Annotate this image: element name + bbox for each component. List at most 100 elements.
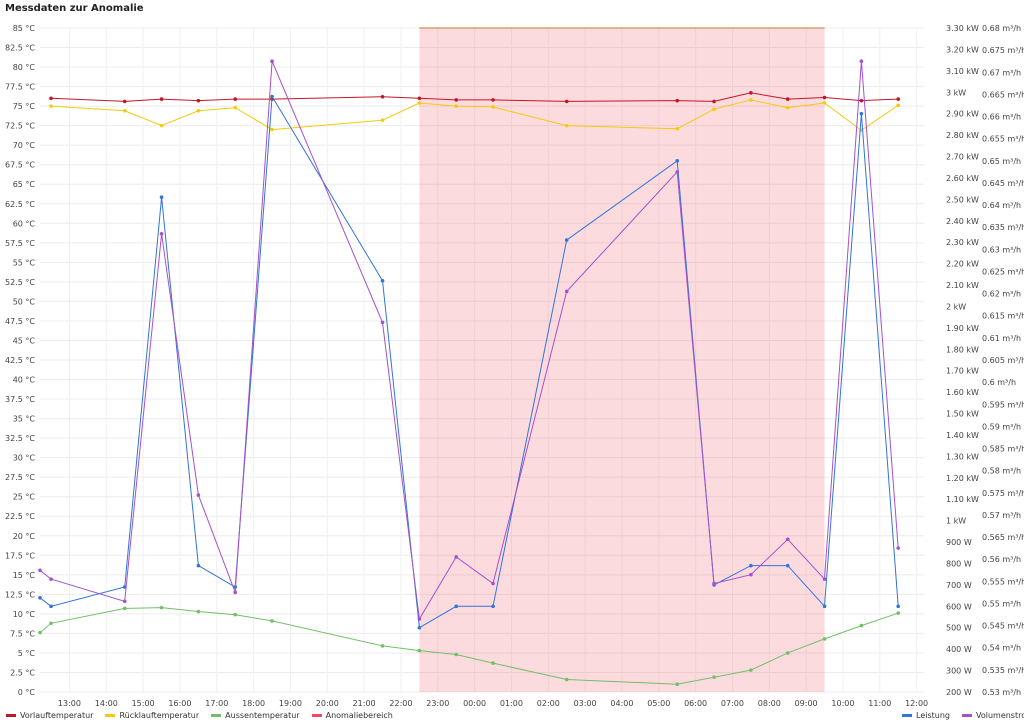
data-point [491,604,495,609]
y-right-power-tick-label: 200 W [946,688,972,697]
y-left-tick-label: 82.5 °C [5,44,35,53]
data-point [712,99,716,104]
legend-label: Leistung [916,711,950,720]
data-point [159,232,164,236]
y-left-tick-label: 7.5 °C [10,629,35,638]
legend-swatch [902,714,912,717]
data-point [417,101,422,105]
data-point [417,648,422,653]
y-right-power-tick-label: 1.80 kW [946,345,979,354]
data-point [564,238,569,242]
y-right-power-tick-label: 700 W [946,581,972,590]
data-point [233,97,238,101]
data-point [49,104,53,108]
data-point [49,96,53,101]
legend-item[interactable]: Rücklauftemperatur [105,711,199,720]
y-right-flow-tick-label: 0.57 m³/h [982,511,1021,520]
y-left-tick-label: 70 °C [13,141,36,150]
x-axis: 13:00 14:00 15:00 16:00 17:00 18:00 19:00 20:00… [58,699,928,708]
y-left-tick-label: 15 °C [13,571,36,580]
legend-label: Aussentemperatur [225,711,300,720]
series-line [51,99,899,131]
data-point [822,604,827,609]
legend-label: Rücklauftemperatur [119,711,200,720]
y-right-flow-tick-label: 0.605 m³/h [982,356,1024,365]
data-point [196,609,201,614]
data-point [270,619,274,623]
y-right-flow-tick-label: 0.565 m³/h [982,533,1024,542]
y-right-power-tick-label: 1.60 kW [946,388,979,397]
data-point [491,661,495,665]
data-point [233,105,238,110]
x-tick-label: 03:00 [574,699,597,708]
y-right-flow-tick-label: 0.61 m³/h [982,334,1021,343]
series-line [51,92,899,102]
data-point [233,590,238,595]
data-point [491,98,495,102]
y-left-tick-label: 60 °C [13,219,36,228]
data-point [675,126,680,131]
data-point [417,617,422,621]
y-left-tick-label: 85 °C [13,24,36,33]
y-right-power-tick-label: 1.40 kW [946,431,979,440]
anomaly-area [419,28,825,692]
y-right-power-tick-label: 400 W [946,645,972,654]
data-point [159,195,164,200]
y-left-tick-label: 50 °C [13,297,36,306]
x-tick-label: 04:00 [610,699,633,708]
data-point [122,599,127,604]
x-tick-label: 12:00 [905,699,928,708]
legend-item[interactable]: Anomaliebereich [311,711,393,720]
data-point [896,611,901,615]
x-tick-label: 19:00 [279,699,302,708]
y-left-tick-label: 77.5 °C [5,83,35,92]
y-right-flow-tick-label: 0.64 m³/h [982,201,1021,210]
x-tick-label: 18:00 [242,699,265,708]
data-point [38,568,42,573]
data-point [859,59,864,63]
y-axis-right-flow: 0.53 m³/h 0.535 m³/h 0.54 m³/h 0.545 m³/h 0.… [982,24,1024,697]
y-left-tick-label: 22.5 °C [5,512,35,521]
data-point [712,675,716,679]
y-right-power-tick-label: 1.90 kW [946,324,979,333]
y-right-power-tick-label: 2.50 kW [946,195,979,204]
legend-item[interactable]: Aussentemperatur [211,711,300,720]
x-tick-label: 14:00 [95,699,118,708]
data-point [822,637,827,641]
y-right-flow-tick-label: 0.615 m³/h [982,312,1024,321]
data-point [380,644,385,648]
y-left-tick-label: 42.5 °C [5,356,35,365]
data-point [859,623,864,628]
y-left-tick-label: 80 °C [13,63,36,72]
y-right-flow-tick-label: 0.645 m³/h [982,179,1024,188]
data-point [196,109,201,113]
y-left-tick-label: 2.5 °C [10,668,35,677]
data-point [159,123,164,128]
data-point [454,652,459,657]
y-left-tick-label: 25 °C [13,493,36,502]
y-left-tick-label: 47.5 °C [5,317,35,326]
y-right-power-tick-label: 1.10 kW [946,495,979,504]
y-right-flow-tick-label: 0.665 m³/h [982,90,1024,99]
x-tick-label: 01:00 [500,699,523,708]
data-point [675,682,680,686]
legend-item[interactable]: Volumenstrom [961,711,1024,720]
y-right-power-tick-label: 3 kW [946,88,966,97]
y-left-tick-label: 27.5 °C [5,473,35,482]
data-point [675,170,680,174]
data-point [417,96,422,101]
legend-swatch [105,714,116,717]
y-right-power-tick-label: 3.30 kW [946,24,979,33]
legend-item[interactable]: Vorlauftemperatur [6,711,93,720]
y-left-tick-label: 10 °C [13,610,36,619]
y-left-tick-label: 30 °C [13,454,36,463]
y-right-power-tick-label: 3.10 kW [946,67,979,76]
legend-item[interactable]: Leistung [902,711,950,720]
data-point [380,320,385,325]
x-tick-label: 05:00 [647,699,670,708]
data-point [822,577,827,581]
panel-title: Messdaten zur Anomalie [5,3,144,14]
series-lines [38,59,901,686]
y-right-power-tick-label: 1.70 kW [946,367,979,376]
